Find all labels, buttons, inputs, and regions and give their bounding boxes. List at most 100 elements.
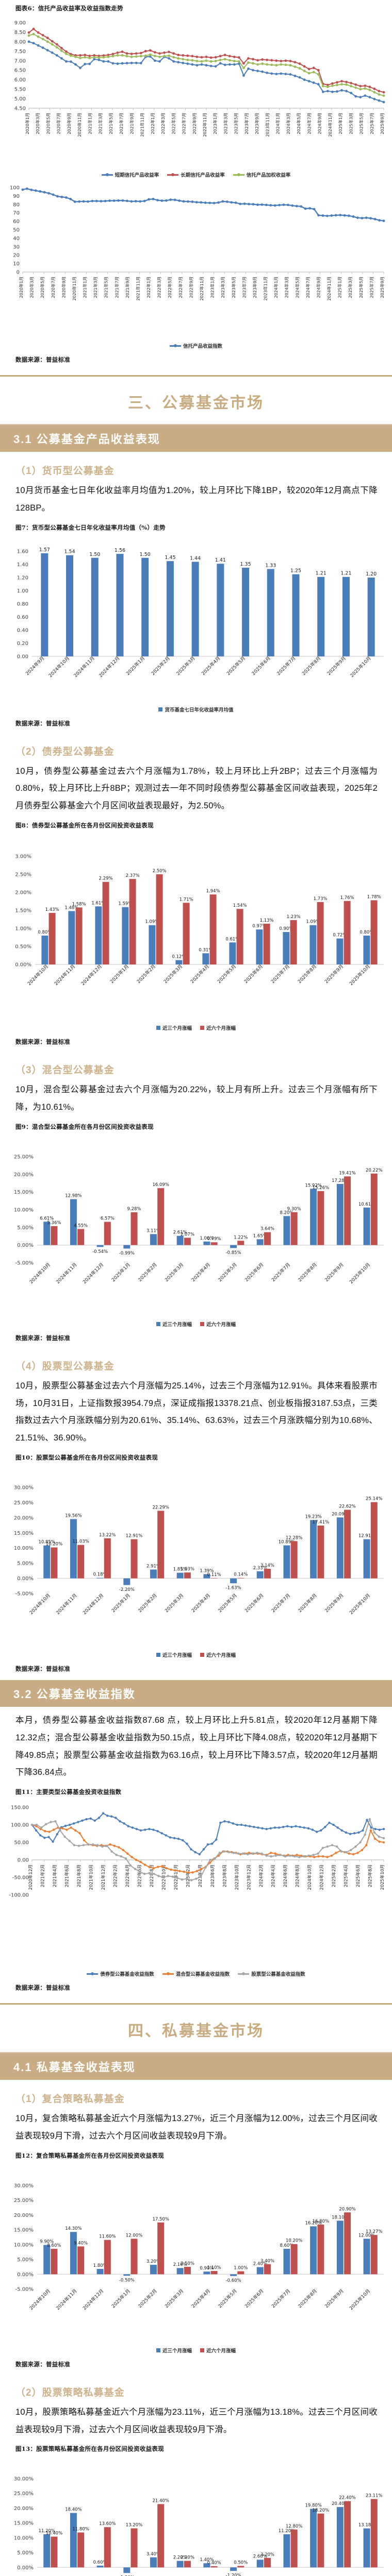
svg-text:2024年12月: 2024年12月 xyxy=(81,1261,105,1285)
svg-text:2022年7月: 2022年7月 xyxy=(182,113,187,134)
svg-text:2.91%: 2.91% xyxy=(146,1564,160,1569)
svg-text:2024年7月: 2024年7月 xyxy=(305,277,311,298)
svg-text:1.20: 1.20 xyxy=(17,575,28,581)
svg-text:0.50%: 0.50% xyxy=(234,2561,248,2566)
legend-item: 股票型公募基金收益指数 xyxy=(238,1970,305,1977)
section3-sub-title-2: 3.2 公募基金收益指数 xyxy=(13,1687,136,1701)
svg-text:17.28%: 17.28% xyxy=(332,1178,348,1183)
fig8-legend: 近三个月涨幅 近六个月涨幅 xyxy=(0,1023,392,1032)
svg-text:30.00%: 30.00% xyxy=(14,2183,34,2189)
svg-text:1.48%: 1.48% xyxy=(64,905,78,910)
svg-text:18.20%: 18.20% xyxy=(313,2508,329,2513)
svg-text:2022年6月: 2022年6月 xyxy=(137,1865,143,1887)
legend-item: 信托产品加权收益率 xyxy=(233,171,290,178)
svg-text:2.40%: 2.40% xyxy=(253,2261,267,2266)
svg-text:2023年9月: 2023年9月 xyxy=(254,113,259,134)
legend-item: 近三个月涨幅 xyxy=(156,1651,192,1658)
svg-text:6.00: 6.00 xyxy=(14,77,26,83)
fig8-source: 数据来源：普益标准 xyxy=(15,1038,71,1046)
legend-line-icon xyxy=(169,345,181,347)
svg-text:20.09%: 20.09% xyxy=(332,1512,348,1517)
svg-text:1.09%: 1.09% xyxy=(306,920,320,925)
svg-text:2.10%: 2.10% xyxy=(173,2262,187,2267)
svg-text:15.00%: 15.00% xyxy=(14,1190,34,1195)
svg-text:3.11%: 3.11% xyxy=(146,1228,160,1233)
svg-text:50: 50 xyxy=(13,228,20,233)
svg-text:2023年9月: 2023年9月 xyxy=(252,277,257,298)
svg-text:-0.50%: -0.50% xyxy=(119,2278,135,2283)
svg-text:2025年2月: 2025年2月 xyxy=(137,1261,158,1282)
legend-line-icon xyxy=(162,1973,174,1975)
svg-text:2025年7月: 2025年7月 xyxy=(369,113,374,134)
svg-text:2020年7月: 2020年7月 xyxy=(51,277,56,298)
fig10-chart: -5.00% 0.00% 5.00% 10.00% 15.00% 20.00% 25.00%… xyxy=(0,1464,392,1649)
svg-text:2025年6月: 2025年6月 xyxy=(243,1592,265,1614)
svg-text:2025年9月: 2025年9月 xyxy=(323,1592,345,1614)
svg-text:30: 30 xyxy=(13,244,20,250)
svg-text:2020年9月: 2020年9月 xyxy=(67,113,72,134)
svg-text:2023年2月: 2023年2月 xyxy=(186,1865,191,1887)
svg-text:2.50%: 2.50% xyxy=(153,869,167,874)
svg-text:2025年9月: 2025年9月 xyxy=(323,963,345,985)
svg-text:12.28%: 12.28% xyxy=(286,1535,302,1540)
svg-text:2022年1月: 2022年1月 xyxy=(146,277,151,298)
svg-text:2.61%: 2.61% xyxy=(173,1230,187,1235)
svg-text:1.33: 1.33 xyxy=(265,563,276,568)
svg-text:2024年11月: 2024年11月 xyxy=(53,963,77,987)
svg-text:8.60%: 8.60% xyxy=(47,2243,61,2248)
svg-text:1.58%: 1.58% xyxy=(72,902,86,907)
svg-text:2.60%: 2.60% xyxy=(253,2554,267,2560)
svg-text:2022年9月: 2022年9月 xyxy=(192,113,197,134)
svg-text:21.40%: 21.40% xyxy=(153,2499,169,2504)
fig6-rate-legend: 短期信托产品收益率 长期信托产品收益率 信托产品加权收益率 xyxy=(0,170,392,179)
svg-text:2023年10月: 2023年10月 xyxy=(234,1865,240,1890)
svg-text:10.85%: 10.85% xyxy=(39,1540,55,1545)
svg-text:14.30%: 14.30% xyxy=(65,2226,81,2231)
svg-text:2024年8月: 2024年8月 xyxy=(295,1865,300,1887)
svg-text:2025年6月: 2025年6月 xyxy=(250,655,271,676)
section3-item3-paragraph: 10月，混合型公募基金过去六个月涨幅为20.22%，较上月有所上升。过去三个月涨… xyxy=(15,1085,378,1112)
fig9-legend: 近三个月涨幅 近六个月涨幅 xyxy=(0,1319,392,1329)
svg-text:2025年10月: 2025年10月 xyxy=(348,963,372,987)
svg-text:-0.85%: -0.85% xyxy=(226,1250,241,1256)
svg-text:25.00%: 25.00% xyxy=(14,1500,34,1506)
svg-text:2020年9月: 2020年9月 xyxy=(61,277,66,298)
svg-text:30.00%: 30.00% xyxy=(14,2477,34,2482)
fig12-caption: 图12：复合策略私募基金所在各月份区间投资收益表现 xyxy=(15,2151,165,2159)
svg-text:2023年11月: 2023年11月 xyxy=(263,277,268,301)
svg-text:0.00%: 0.00% xyxy=(17,1576,34,1582)
svg-text:2025年3月: 2025年3月 xyxy=(162,963,184,985)
legend-item: 近六个月涨幅 xyxy=(200,1024,236,1031)
section3-index-paragraph: 本月，债券型公募基金收益指数87.68 点，较上月环比上升5.81点，较2020… xyxy=(15,1715,378,1777)
svg-text:22.40%: 22.40% xyxy=(339,2496,355,2501)
svg-text:-1.20%: -1.20% xyxy=(226,2573,241,2576)
svg-text:20.00%: 20.00% xyxy=(14,2213,34,2218)
legend-item: 近六个月涨幅 xyxy=(200,1320,236,1328)
svg-text:2.07%: 2.07% xyxy=(181,1232,194,1237)
svg-text:7.00: 7.00 xyxy=(14,58,26,64)
legend-item: 信托产品收益指数 xyxy=(169,342,222,349)
svg-text:2023年8月: 2023年8月 xyxy=(222,1865,227,1887)
svg-text:1.57: 1.57 xyxy=(39,547,50,552)
svg-text:23.11%: 23.11% xyxy=(366,2494,382,2499)
svg-text:2025年6月: 2025年6月 xyxy=(243,1261,265,1282)
svg-text:0.60%: 0.60% xyxy=(93,2560,107,2565)
svg-text:2022年11月: 2022年11月 xyxy=(199,277,204,301)
svg-text:2024年11月: 2024年11月 xyxy=(72,655,96,679)
svg-text:2024年12月: 2024年12月 xyxy=(319,1865,324,1890)
svg-text:1.56: 1.56 xyxy=(115,548,125,553)
svg-text:9.90%: 9.90% xyxy=(40,2239,54,2244)
svg-text:3.20%: 3.20% xyxy=(146,2259,160,2264)
svg-text:2025年9月: 2025年9月 xyxy=(326,655,347,676)
svg-text:1.80%: 1.80% xyxy=(93,2263,107,2268)
svg-text:2021年11月: 2021年11月 xyxy=(135,277,140,301)
fig11-legend: 债券型公募基金收益指数 混合型公募基金收益指数 股票型公募基金收益指数 xyxy=(0,1969,392,1978)
svg-text:2020年11月: 2020年11月 xyxy=(77,113,82,137)
svg-text:20.00%: 20.00% xyxy=(14,1515,34,1521)
fig10-caption: 图10：股票型公募基金所在各月份区间投资收益表现 xyxy=(15,1453,158,1461)
svg-text:11.80%: 11.80% xyxy=(72,2527,89,2532)
section3-item1-title: （1）货币型公募基金 xyxy=(15,466,115,477)
svg-text:2021年11月: 2021年11月 xyxy=(140,113,145,137)
svg-text:2.33%: 2.33% xyxy=(253,1566,267,1571)
svg-text:1.54%: 1.54% xyxy=(233,903,247,908)
